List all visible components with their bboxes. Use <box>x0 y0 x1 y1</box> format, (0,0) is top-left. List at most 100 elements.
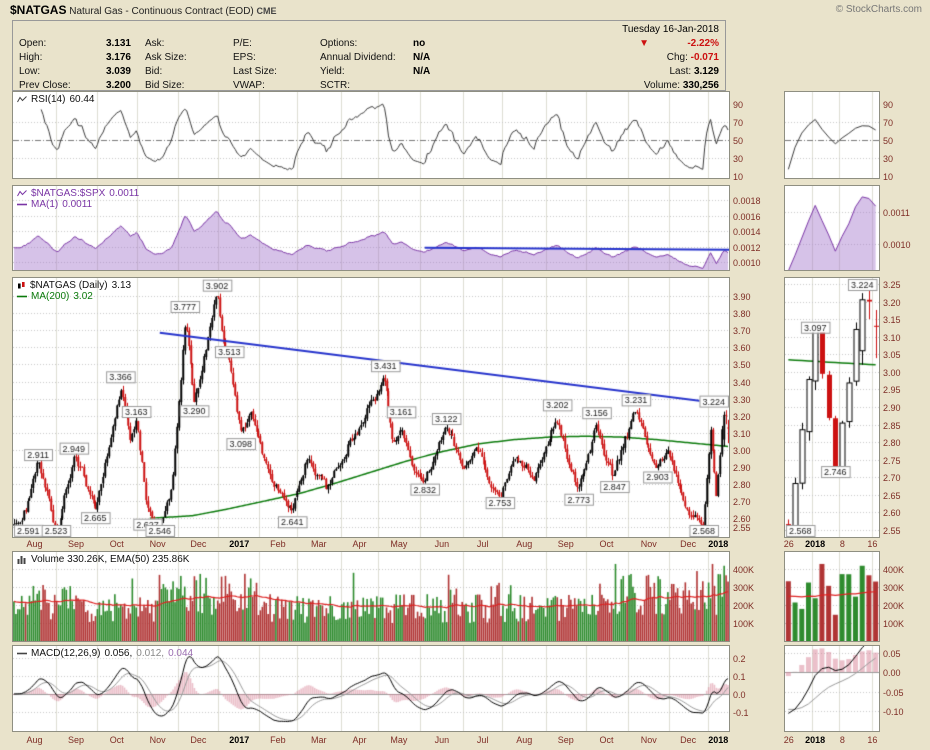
yield-value: N/A <box>413 66 431 77</box>
ratio-indicator-icon <box>17 189 27 198</box>
y-axis-label: 0.0014 <box>733 227 761 238</box>
mini-y-axis: 90 70 50 30 10 0.0011 0.0010 3.25 3.20 3.15 3.10 3.… <box>883 0 929 750</box>
y-axis-label: 50 <box>733 135 744 146</box>
y-axis-label: 0.0011 <box>883 207 910 218</box>
x-axis-label: Aug <box>516 539 533 549</box>
y-axis-label: 2.95 <box>883 385 901 396</box>
x-axis-label: 26 <box>783 539 794 549</box>
ratio-ma-label: MA(1) <box>31 199 59 210</box>
y-axis-label: 0.0 <box>733 689 746 700</box>
rsi-plot <box>12 91 730 179</box>
x-axis-label: 16 <box>867 539 878 549</box>
volume-label: Volume: <box>643 80 681 91</box>
x-axis-label: Mar <box>310 539 327 549</box>
bid-size-label: Bid Size: <box>145 80 185 91</box>
mini-rsi-plot <box>784 91 880 179</box>
y-axis-label: 400K <box>883 564 905 575</box>
quote-date: Tuesday 16-Jan-2018 <box>622 24 719 35</box>
last-size-label: Last Size: <box>233 66 277 77</box>
x-axis-label: Dec <box>190 735 207 745</box>
last-value: 3.129 <box>693 66 719 77</box>
x-axis-label: Dec <box>680 539 697 549</box>
y-axis-label: 0.2 <box>733 654 746 664</box>
vwap-label: VWAP: <box>233 80 265 91</box>
y-axis-label: 3.70 <box>733 326 751 337</box>
ratio-legend-value: 0.0011 <box>109 188 140 199</box>
y-axis-label: 300K <box>883 582 905 593</box>
high-value: 3.176 <box>105 52 131 63</box>
y-axis-label: 3.60 <box>733 343 751 354</box>
y-axis-label: 0.00 <box>883 668 901 679</box>
y-axis-label: 3.00 <box>883 367 901 378</box>
x-axis-label: May <box>390 539 408 549</box>
y-axis-label: 100K <box>733 618 755 629</box>
change-value-row: Chg: -0.071 <box>667 52 719 63</box>
volume-bars-icon <box>17 555 27 564</box>
x-axis-label: 8 <box>839 539 845 549</box>
y-axis-label: 300K <box>733 582 755 593</box>
y-axis-label: 0.0012 <box>733 242 761 253</box>
macd-value-3: 0.044 <box>168 648 194 659</box>
y-axis-label: 3.90 <box>733 292 751 302</box>
y-axis-label: 100K <box>883 618 905 629</box>
eps-label: EPS: <box>233 52 256 63</box>
rsi-legend-label: RSI(14) <box>31 94 66 105</box>
x-axis-label: 2018 <box>708 539 729 549</box>
y-axis-label: 400K <box>733 564 755 575</box>
options-value: no <box>413 38 426 49</box>
rsi-legend-value: 60.44 <box>69 94 95 105</box>
y-axis-label: 3.80 <box>733 309 751 320</box>
y-axis-label: 10 <box>733 172 744 183</box>
x-axis-label: Oct <box>599 539 614 549</box>
ratio-plot <box>12 185 730 271</box>
y-axis-label: 3.20 <box>733 411 751 422</box>
volume-value: 330,256 <box>682 80 719 91</box>
y-axis-label: 2.90 <box>883 402 901 413</box>
y-axis-label: 200K <box>883 600 905 611</box>
x-axis-label: 2018 <box>805 735 826 745</box>
ratio-ma-value: 0.0011 <box>62 199 93 210</box>
percent-change: -2.22% <box>687 38 719 49</box>
x-axis-label: Oct <box>109 539 124 549</box>
x-axis-label: 8 <box>839 735 845 745</box>
mini-volume-plot <box>784 551 880 642</box>
ma-line-icon <box>17 292 27 301</box>
last-value-row: Last: 3.129 <box>670 66 720 77</box>
copyright: © StockCharts.com <box>835 4 922 15</box>
y-axis-label: 3.05 <box>883 350 901 361</box>
x-axis-label: Sep <box>557 539 574 549</box>
volume-legend-label: Volume 330.26K, EMA(50) 235.86K <box>31 554 190 565</box>
price-legend: $NATGAS (Daily) 3.13 <box>17 280 131 291</box>
y-axis-label: -0.1 <box>733 707 749 718</box>
ratio-legend-label: $NATGAS:$SPX <box>31 188 106 199</box>
x-axis-label: Oct <box>599 735 614 745</box>
y-axis-label: 2.55 <box>883 525 901 536</box>
mini-macd-plot <box>784 645 880 732</box>
prev-close-value: 3.200 <box>105 80 131 91</box>
price-ma-value: 3.02 <box>73 291 93 302</box>
quote-panel: Tuesday 16-Jan-2018 Open: 3.131 Ask: P/E… <box>12 20 726 91</box>
y-axis-label: 200K <box>733 600 755 611</box>
price-legend-value: 3.13 <box>111 280 132 291</box>
y-axis-label: 2.85 <box>883 420 901 431</box>
y-axis-label: 0.1 <box>733 672 746 682</box>
mini-x-axis-macd: 26 2018 8 16 <box>784 735 879 746</box>
x-axis-label: Jul <box>476 539 489 549</box>
ratio-legend: $NATGAS:$SPX 0.0011 <box>17 188 139 199</box>
rsi-indicator-icon <box>17 95 27 104</box>
y-axis-label: 3.25 <box>883 279 901 290</box>
y-axis-label: 3.30 <box>733 394 751 405</box>
y-axis-label: 3.15 <box>883 315 901 326</box>
y-axis-label: 2.70 <box>883 473 901 484</box>
main-x-axis-price: Aug Sep Oct Nov Dec 2017 Feb Mar Apr May Jun Jul Aug… <box>13 539 729 550</box>
sctr-label: SCTR: <box>320 80 350 91</box>
y-axis-label: 0.0010 <box>733 258 761 269</box>
price-plot <box>12 277 730 538</box>
dividend-label: Annual Dividend: <box>320 52 396 63</box>
y-axis-label: 2.80 <box>883 438 901 449</box>
ratio-ma-legend: MA(1) 0.0011 <box>17 199 92 210</box>
quote-row-3: Low: 3.039 Bid: Last Size: Yield: N/A La… <box>13 66 725 79</box>
y-axis-label: 2.90 <box>733 462 751 473</box>
y-axis-label: -0.10 <box>883 707 904 718</box>
